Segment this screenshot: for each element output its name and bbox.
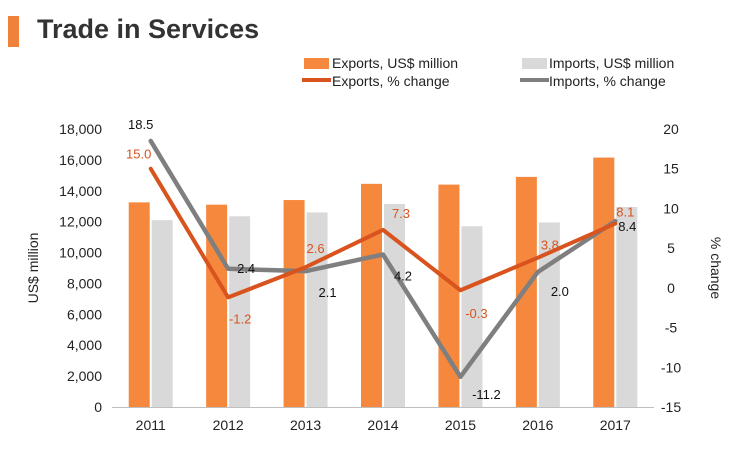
imports-bar (461, 226, 483, 407)
y2-tick-label: 5 (667, 240, 675, 256)
exports-change-label: -0.3 (465, 306, 487, 321)
legend-imports-bar-swatch (522, 58, 547, 69)
y-axis-title: US$ million (25, 233, 41, 304)
exports-bar (283, 200, 305, 407)
y-tick-label: 10,000 (59, 245, 102, 261)
x-tick-label: 2014 (367, 417, 398, 433)
y-tick-label: 18,000 (59, 121, 102, 137)
imports-change-line (148, 138, 618, 380)
exports-bar (515, 176, 537, 407)
exports-change-label: 8.1 (616, 205, 634, 220)
y-tick-label: 0 (94, 399, 102, 415)
y2-tick-label: 15 (663, 161, 679, 177)
legend-imports-line-label: Imports, % change (549, 73, 666, 89)
y-tick-label: 12,000 (59, 214, 102, 230)
page-title: Trade in Services (37, 14, 260, 44)
y-tick-label: 4,000 (67, 337, 102, 353)
x-tick-label: 2016 (522, 417, 553, 433)
chart-axes: 2011 2012 2013 2014 2015 2016 201702,0004,0006… (25, 121, 724, 433)
title-accent-bar (8, 16, 19, 47)
imports-change-label: 2.0 (551, 284, 569, 299)
imports-bar (151, 220, 173, 407)
legend-exports-bar-swatch (304, 58, 329, 69)
exports-bar (128, 202, 150, 407)
y2-tick-label: -15 (661, 399, 681, 415)
exports-change-label: -1.2 (229, 311, 251, 326)
y2-tick-label: -5 (665, 320, 678, 336)
y2-tick-label: 10 (663, 200, 679, 216)
imports-change-label: -11.2 (472, 387, 501, 402)
y2-tick-label: -10 (661, 359, 681, 375)
exports-bar (361, 183, 382, 407)
y-tick-label: 8,000 (67, 275, 102, 291)
bar-series (128, 157, 638, 407)
exports-change-line (148, 166, 618, 300)
chart-legend: Exports, US$ million Imports, US$ million… (302, 55, 674, 89)
imports-change-label: 2.1 (319, 285, 337, 300)
y2-tick-label: 0 (667, 280, 675, 296)
y-tick-label: 6,000 (67, 306, 102, 322)
exports-change-label: 2.6 (307, 241, 325, 256)
x-tick-label: 2015 (445, 417, 476, 433)
legend-exports-bar-label: Exports, US$ million (332, 55, 458, 71)
exports-bar (593, 157, 615, 407)
y-tick-label: 16,000 (59, 152, 102, 168)
data-labels: 15.0 -1.2 2.6 7.3 -0.3 3.8 8.1 18.5 2.4 2.1 4.2 -11… (126, 117, 636, 402)
x-tick-label: 2011 (136, 417, 166, 433)
exports-change-label: 7.3 (392, 206, 410, 221)
exports-change-label: 3.8 (541, 238, 559, 253)
imports-bar (384, 203, 405, 407)
y-tick-label: 14,000 (59, 183, 102, 199)
imports-change-label: 18.5 (128, 117, 153, 132)
legend-exports-line-label: Exports, % change (332, 73, 450, 89)
y2-axis-title: % change (708, 237, 724, 299)
imports-bar (616, 206, 638, 407)
y2-tick-label: 20 (663, 121, 679, 137)
imports-change-label: 8.4 (618, 219, 636, 234)
x-tick-label: 2013 (290, 417, 321, 433)
imports-bar (229, 216, 251, 407)
x-tick-label: 2012 (213, 417, 244, 433)
imports-change-label: 4.2 (394, 268, 412, 283)
y-tick-label: 2,000 (67, 368, 102, 384)
exports-change-label: 15.0 (126, 147, 151, 162)
legend-imports-bar-label: Imports, US$ million (549, 55, 674, 71)
imports-change-label: 2.4 (237, 261, 255, 276)
line-series (148, 138, 618, 380)
x-tick-label: 2017 (600, 417, 631, 433)
